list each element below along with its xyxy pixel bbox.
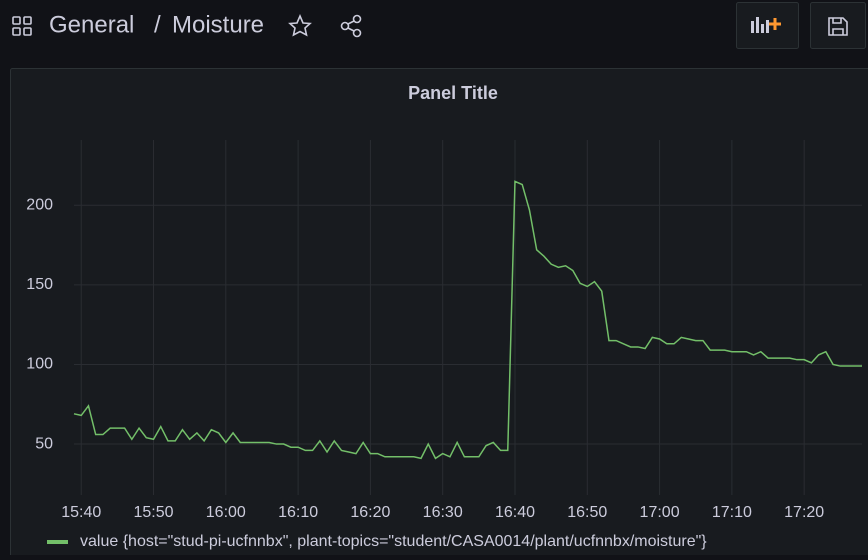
x-tick-label: 16:50 — [567, 504, 607, 521]
x-tick-label: 16:10 — [278, 504, 318, 521]
x-tick-label: 15:40 — [61, 504, 101, 521]
y-tick-label: 100 — [26, 356, 53, 373]
y-tick-label: 200 — [26, 196, 53, 213]
legend-entry[interactable]: value {host="stud-pi-ucfnnbx", plant-top… — [80, 533, 707, 550]
x-tick-label: 16:30 — [423, 504, 463, 521]
x-tick-label: 16:20 — [350, 504, 390, 521]
x-tick-label: 16:00 — [206, 504, 246, 521]
folder-link[interactable]: General — [49, 11, 134, 38]
save-button[interactable] — [811, 3, 866, 49]
x-tick-label: 17:10 — [712, 504, 752, 521]
dashboard-title: Moisture — [172, 11, 264, 38]
panel-title[interactable]: Panel Title — [408, 83, 498, 103]
x-tick-label: 17:20 — [784, 504, 824, 521]
breadcrumb-separator: / — [154, 11, 161, 38]
y-tick-label: 150 — [26, 276, 53, 293]
x-tick-label: 16:40 — [495, 504, 535, 521]
panel — [11, 69, 868, 556]
legend-swatch — [47, 540, 68, 544]
y-tick-label: 50 — [35, 435, 53, 452]
x-tick-label: 15:50 — [133, 504, 173, 521]
x-tick-label: 17:00 — [640, 504, 680, 521]
